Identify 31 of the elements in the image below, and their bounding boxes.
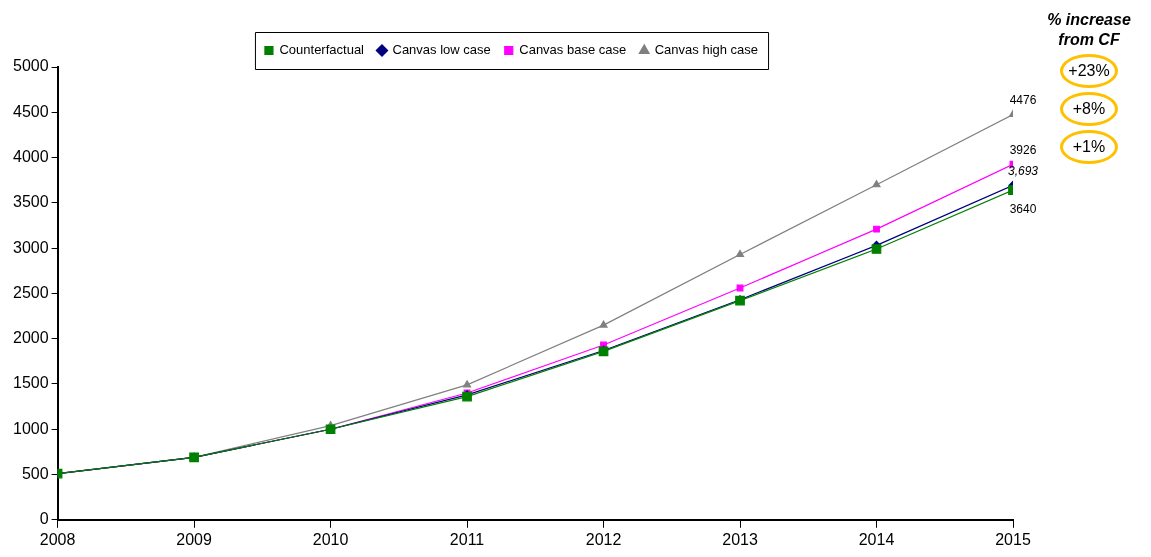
- legend-label: Canvas low case: [392, 42, 491, 58]
- text: +23%: [1060, 54, 1118, 88]
- x-tick-label: 2014: [858, 530, 895, 548]
- y-tick-label: 1500: [13, 374, 49, 392]
- y-tick-label: 4500: [13, 102, 49, 120]
- y-tick-label: 4000: [13, 147, 49, 165]
- data-label: 3,693: [1007, 163, 1039, 178]
- x-tick-label: 2008: [39, 530, 76, 548]
- x-tick-label: 2009: [176, 530, 212, 548]
- y-tick-label: 1000: [13, 419, 49, 437]
- text: +1%: [1060, 130, 1118, 164]
- y-tick-label: 3000: [13, 238, 49, 256]
- y-tick-label: 500: [21, 464, 49, 482]
- data-label: 3640: [1009, 202, 1037, 217]
- data-label: 3926: [1009, 142, 1037, 157]
- x-tick-label: 2015: [995, 530, 1031, 548]
- text: % increase from CF: [1046, 10, 1132, 50]
- y-tick-label: 2000: [13, 329, 49, 347]
- y-tick-label: 0: [39, 510, 49, 528]
- x-tick-label: 2013: [722, 530, 758, 548]
- y-tick-label: 3500: [13, 193, 49, 211]
- y-tick-label: 5000: [13, 57, 49, 75]
- text: +8%: [1060, 92, 1118, 126]
- x-tick-label: 2012: [585, 530, 622, 548]
- y-tick-label: 2500: [13, 283, 49, 301]
- data-label: 4476: [1009, 92, 1037, 107]
- x-tick-label: 2010: [312, 530, 349, 548]
- legend-label: Counterfactual: [279, 42, 365, 58]
- legend-label: Canvas base case: [519, 42, 627, 58]
- x-tick-label: 2011: [449, 530, 485, 548]
- legend-label: Canvas high case: [654, 42, 759, 58]
